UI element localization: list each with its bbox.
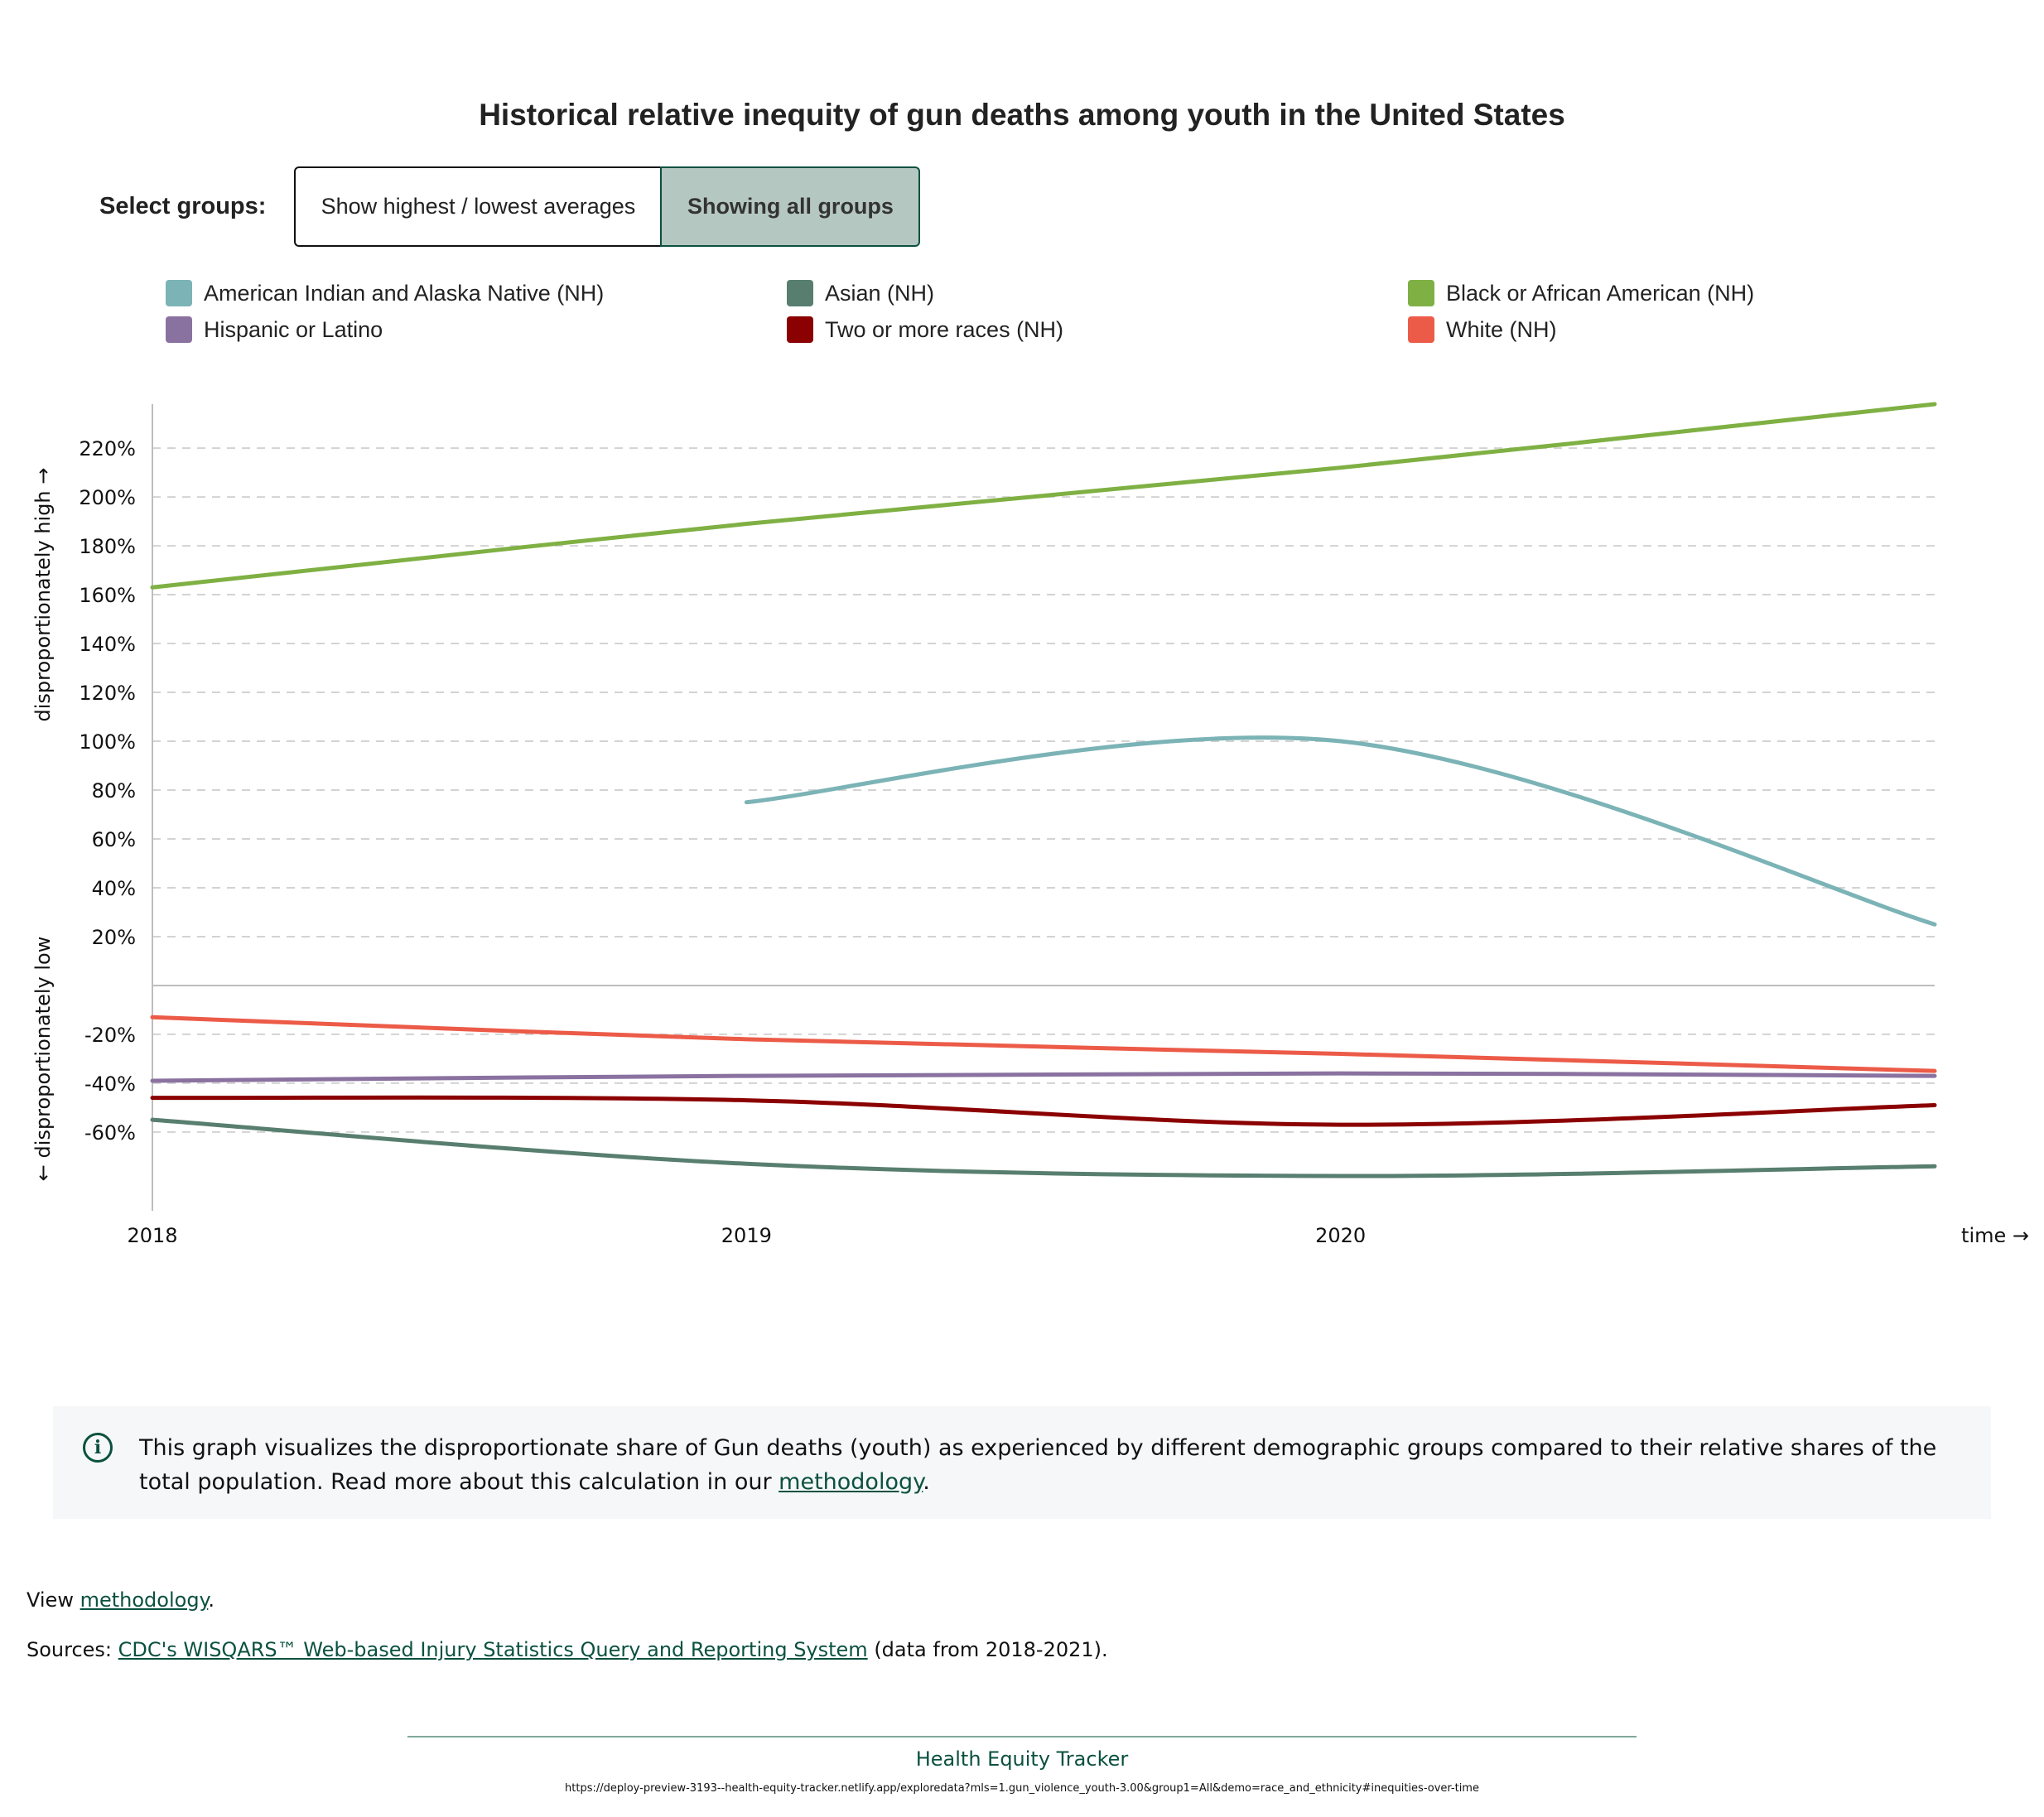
x-tick-label: 2018: [127, 1224, 177, 1242]
legend-label: American Indian and Alaska Native (NH): [204, 280, 605, 306]
y-tick-label: 80%: [92, 779, 136, 802]
legend-item-american-indian[interactable]: American Indian and Alaska Native (NH): [166, 280, 604, 306]
footer-url: https://deploy-preview-3193--health-equi…: [565, 1782, 1479, 1795]
y-tick-label: -60%: [84, 1121, 136, 1145]
y-tick-label: 20%: [92, 926, 136, 949]
x-axis-label: time →: [1961, 1224, 2029, 1242]
wisqars-source-link[interactable]: CDC's WISQARS™ Web-based Injury Statisti…: [118, 1638, 868, 1661]
legend-item-hispanic[interactable]: Hispanic or Latino: [166, 316, 383, 343]
info-callout: i This graph visualizes the disproportio…: [53, 1406, 1991, 1519]
line-chart: -60% -40% -20% 20% 40% 60% 80% 100% 120% 140% 160%…: [31, 402, 2029, 1242]
group-selector: Select groups: Show highest / lowest ave…: [99, 166, 921, 248]
y-tick-label: 140%: [79, 633, 136, 656]
view-methodology-link[interactable]: methodology: [80, 1588, 209, 1612]
y-tick-label: 40%: [92, 877, 136, 900]
chart-title: Historical relative inequity of gun deat…: [479, 98, 1565, 132]
series-line-two-or-more-races-nh: [150, 1095, 1937, 1127]
footer-divider: [407, 1736, 1637, 1737]
footer-brand: Health Equity Tracker: [915, 1747, 1129, 1771]
legend-label: Two or more races (NH): [825, 316, 1064, 342]
view-suffix: .: [208, 1588, 215, 1612]
legend-label: Black or African American (NH): [1446, 280, 1755, 306]
methodology-link[interactable]: methodology: [779, 1469, 923, 1495]
y-tick-label: -40%: [84, 1072, 136, 1096]
view-methodology: View methodology.: [27, 1588, 215, 1612]
y-tick-label: -20%: [84, 1024, 136, 1047]
legend-label: Hispanic or Latino: [204, 316, 383, 342]
info-text: This graph visualizes the disproportiona…: [139, 1431, 1978, 1499]
series-line-hispanic-or-latino: [150, 1071, 1937, 1083]
sources: Sources: CDC's WISQARS™ Web-based Injury…: [27, 1638, 1108, 1661]
legend-item-asian[interactable]: Asian (NH): [787, 280, 934, 306]
y-tick-label: 120%: [79, 682, 136, 705]
y-tick-label: 60%: [92, 828, 136, 851]
showing-all-groups-button[interactable]: Showing all groups: [660, 166, 921, 247]
sources-suffix: (data from 2018-2021).: [867, 1638, 1108, 1661]
legend-item-two-or-more[interactable]: Two or more races (NH): [787, 316, 1063, 343]
series-line-american-indian-and-alaska-native-nh: [744, 735, 1937, 927]
sources-prefix: Sources:: [27, 1638, 118, 1661]
legend-label: Asian (NH): [825, 280, 935, 306]
legend-swatch: [1408, 316, 1434, 343]
legend-swatch: [166, 280, 192, 306]
view-prefix: View: [27, 1588, 80, 1612]
legend-swatch: [787, 316, 813, 343]
x-tick-label: 2020: [1315, 1224, 1366, 1242]
info-icon: i: [83, 1433, 113, 1463]
legend-item-black[interactable]: Black or African American (NH): [1408, 280, 1754, 306]
info-text-body: This graph visualizes the disproportiona…: [139, 1435, 1937, 1495]
y-axis-label-high: disproportionately high →: [31, 468, 55, 722]
legend-swatch: [166, 316, 192, 343]
x-tick-label: 2019: [721, 1224, 772, 1242]
series-line-asian-nh: [150, 1117, 1937, 1178]
show-highest-lowest-button[interactable]: Show highest / lowest averages: [294, 166, 663, 247]
info-text-end: .: [923, 1469, 930, 1495]
y-tick-label: 220%: [79, 437, 136, 460]
series-line-black-or-african-american-nh: [150, 402, 1937, 590]
y-tick-label: 100%: [79, 730, 136, 754]
series-line-white-nh: [150, 1015, 1937, 1073]
y-tick-label: 180%: [79, 535, 136, 558]
y-tick-label: 200%: [79, 486, 136, 509]
y-tick-label: 160%: [79, 584, 136, 607]
legend-item-white[interactable]: White (NH): [1408, 316, 1557, 343]
legend-swatch: [1408, 280, 1434, 306]
legend-swatch: [787, 280, 813, 306]
y-axis-label-low: ← disproportionately low: [31, 937, 55, 1182]
legend-label: White (NH): [1446, 316, 1557, 342]
select-groups-label: Select groups:: [99, 193, 267, 219]
